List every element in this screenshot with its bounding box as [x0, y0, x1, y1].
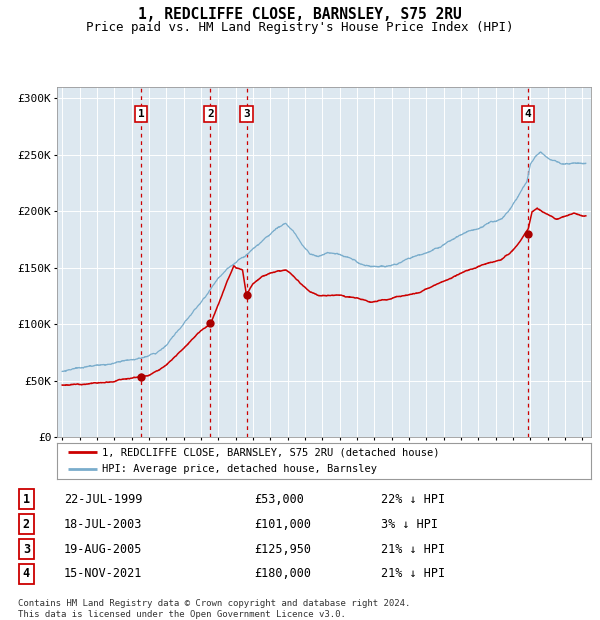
Text: 2: 2: [207, 109, 214, 119]
Text: 4: 4: [525, 109, 532, 119]
Text: 3: 3: [243, 109, 250, 119]
Text: HPI: Average price, detached house, Barnsley: HPI: Average price, detached house, Barn…: [103, 464, 377, 474]
Text: 1: 1: [138, 109, 145, 119]
Text: 1, REDCLIFFE CLOSE, BARNSLEY, S75 2RU: 1, REDCLIFFE CLOSE, BARNSLEY, S75 2RU: [138, 7, 462, 22]
Text: 22-JUL-1999: 22-JUL-1999: [64, 493, 142, 505]
Text: 21% ↓ HPI: 21% ↓ HPI: [380, 567, 445, 580]
Text: 1: 1: [23, 493, 30, 505]
Text: 19-AUG-2005: 19-AUG-2005: [64, 542, 142, 556]
Text: £101,000: £101,000: [254, 518, 311, 531]
Text: Price paid vs. HM Land Registry's House Price Index (HPI): Price paid vs. HM Land Registry's House …: [86, 21, 514, 34]
Text: 22% ↓ HPI: 22% ↓ HPI: [380, 493, 445, 505]
Text: 18-JUL-2003: 18-JUL-2003: [64, 518, 142, 531]
Text: 3% ↓ HPI: 3% ↓ HPI: [380, 518, 437, 531]
Text: £180,000: £180,000: [254, 567, 311, 580]
Text: 2: 2: [23, 518, 30, 531]
Text: 4: 4: [23, 567, 30, 580]
Text: Contains HM Land Registry data © Crown copyright and database right 2024.
This d: Contains HM Land Registry data © Crown c…: [18, 600, 410, 619]
Text: 15-NOV-2021: 15-NOV-2021: [64, 567, 142, 580]
Text: 21% ↓ HPI: 21% ↓ HPI: [380, 542, 445, 556]
Text: £125,950: £125,950: [254, 542, 311, 556]
Text: £53,000: £53,000: [254, 493, 304, 505]
Text: 1, REDCLIFFE CLOSE, BARNSLEY, S75 2RU (detached house): 1, REDCLIFFE CLOSE, BARNSLEY, S75 2RU (d…: [103, 448, 440, 458]
Text: 3: 3: [23, 542, 30, 556]
